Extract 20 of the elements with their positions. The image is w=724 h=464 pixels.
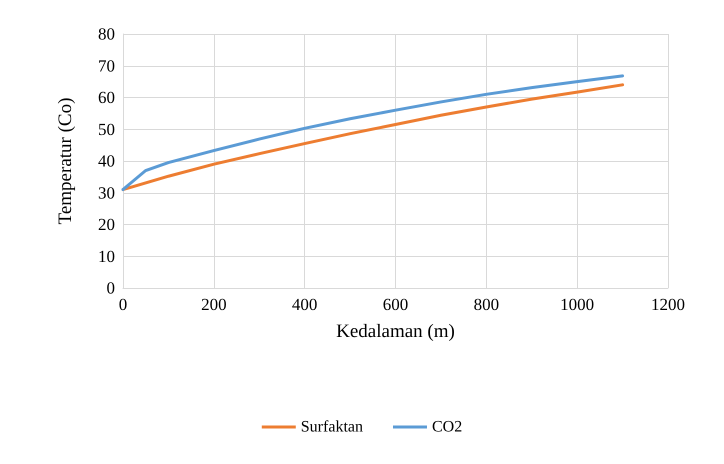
y-tick-label: 20 xyxy=(98,215,115,234)
y-tick-label: 70 xyxy=(98,56,115,76)
x-tick-label: 1000 xyxy=(560,295,594,314)
x-tick-label: 200 xyxy=(201,295,227,314)
x-tick-label: 1200 xyxy=(651,295,685,314)
y-tick-label: 10 xyxy=(98,246,115,266)
x-tick-label: 600 xyxy=(382,295,408,314)
x-tick-label: 0 xyxy=(118,295,128,314)
y-tick-label: 30 xyxy=(98,183,115,202)
legend-label: Surfaktan xyxy=(300,418,363,436)
y-tick-label: 50 xyxy=(98,120,115,139)
y-tick-label: 60 xyxy=(98,88,115,107)
x-tick-label: 800 xyxy=(474,295,500,314)
legend-label: CO2 xyxy=(432,418,462,436)
y-tick-label: 0 xyxy=(106,278,115,298)
x-axis-title: Kedalaman (m) xyxy=(336,321,455,342)
x-tick-label: 400 xyxy=(292,295,318,314)
y-axis-title: Temperatur (Co) xyxy=(55,98,76,224)
y-tick-label: 40 xyxy=(98,152,115,170)
y-tick-label: 80 xyxy=(98,24,115,44)
